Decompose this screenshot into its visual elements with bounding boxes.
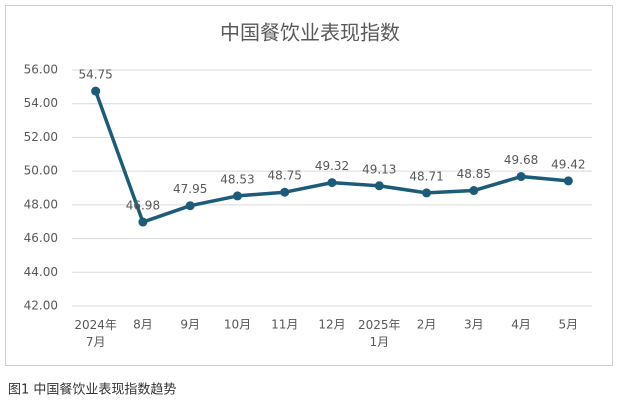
x-tick-label: 9月 bbox=[180, 318, 200, 332]
data-label: 49.32 bbox=[315, 159, 349, 173]
x-tick-label: 10月 bbox=[224, 318, 251, 332]
chart-title: 中国餐饮业表现指数 bbox=[220, 21, 400, 45]
data-label: 49.68 bbox=[504, 153, 538, 167]
y-tick-label: 46.00 bbox=[24, 231, 58, 245]
y-tick-label: 44.00 bbox=[24, 265, 58, 279]
marker bbox=[422, 188, 432, 198]
x-tick-label: 2025年 1月 bbox=[358, 318, 401, 349]
data-label: 46.98 bbox=[126, 199, 160, 213]
x-tick-label: 2024年 7月 bbox=[74, 318, 117, 349]
y-tick-label: 42.00 bbox=[24, 299, 58, 313]
marker bbox=[138, 217, 148, 227]
x-tick-label: 3月 bbox=[464, 318, 484, 332]
x-tick-label: 12月 bbox=[318, 318, 345, 332]
data-label: 54.75 bbox=[78, 68, 112, 82]
y-tick-label: 54.00 bbox=[24, 96, 58, 110]
marker bbox=[563, 176, 573, 186]
data-label: 48.85 bbox=[457, 167, 491, 181]
marker bbox=[374, 181, 384, 191]
data-label: 49.13 bbox=[362, 162, 396, 176]
y-tick-label: 50.00 bbox=[24, 164, 58, 178]
x-tick-label: 5月 bbox=[559, 318, 579, 332]
y-tick-label: 56.00 bbox=[24, 63, 58, 77]
marker bbox=[185, 201, 195, 211]
x-tick-label: 8月 bbox=[133, 318, 153, 332]
y-tick-label: 48.00 bbox=[24, 197, 58, 211]
x-tick-label: 2月 bbox=[417, 318, 437, 332]
data-label: 48.75 bbox=[268, 169, 302, 183]
marker bbox=[280, 187, 290, 197]
caption: 图1 中国餐饮业表现指数趋势 bbox=[8, 382, 176, 398]
data-label: 48.53 bbox=[220, 172, 254, 186]
marker bbox=[232, 191, 242, 201]
marker bbox=[516, 172, 526, 182]
marker bbox=[327, 178, 337, 188]
data-label: 49.42 bbox=[551, 157, 585, 171]
x-tick-label: 4月 bbox=[511, 318, 531, 332]
y-tick-label: 52.00 bbox=[24, 130, 58, 144]
data-label: 48.71 bbox=[409, 169, 443, 183]
marker bbox=[91, 86, 101, 96]
x-tick-label: 11月 bbox=[271, 318, 298, 332]
data-label: 47.95 bbox=[173, 182, 207, 196]
marker bbox=[469, 186, 479, 196]
